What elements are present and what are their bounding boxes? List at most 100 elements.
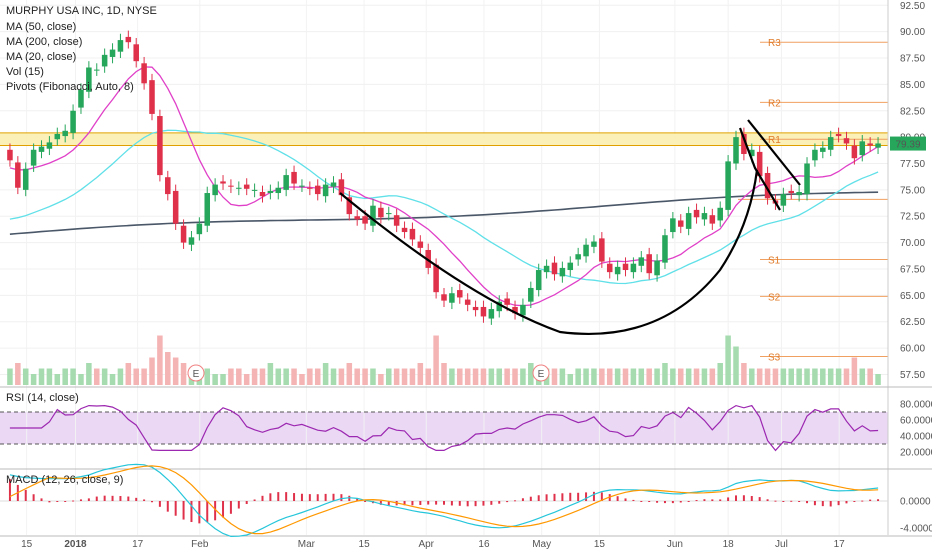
candle-body xyxy=(591,241,597,247)
candle xyxy=(322,178,329,203)
macd-histogram-bar xyxy=(229,501,232,514)
macd-histogram-bar xyxy=(624,498,627,501)
candle-body xyxy=(741,133,747,154)
macd-histogram-bar xyxy=(616,496,619,501)
candle-body xyxy=(370,205,376,226)
macd-histogram-bar xyxy=(829,501,832,507)
time-tick-label: 15 xyxy=(359,539,371,550)
candle-body xyxy=(559,267,566,277)
candle xyxy=(496,295,503,318)
candle-body xyxy=(180,225,187,243)
candle-body xyxy=(78,89,84,108)
candle xyxy=(109,43,116,64)
candle-body xyxy=(812,149,818,161)
candle-body xyxy=(630,263,637,273)
macd-histogram-bar xyxy=(679,501,682,503)
candle xyxy=(528,281,534,308)
candle xyxy=(859,135,866,162)
candle-body xyxy=(788,190,795,194)
time-tick-label: 15 xyxy=(21,539,33,550)
macd-histogram-bar xyxy=(514,500,517,502)
candle xyxy=(283,168,289,197)
time-tick-label: 17 xyxy=(132,539,144,550)
candle-body xyxy=(330,182,337,187)
macd-histogram-bar xyxy=(356,498,359,501)
candle xyxy=(733,130,739,170)
time-tick-label: 16 xyxy=(478,539,490,550)
candle-body xyxy=(22,168,29,190)
macd-histogram-bar xyxy=(450,501,453,506)
macd-histogram-bar xyxy=(285,492,288,501)
volume-bar xyxy=(433,335,439,385)
candle-body xyxy=(157,116,163,176)
candle-body xyxy=(393,215,400,226)
candle-body xyxy=(480,306,487,317)
candle xyxy=(401,221,408,239)
candle xyxy=(551,256,558,281)
candle xyxy=(567,256,574,277)
candle xyxy=(701,206,708,226)
macd-histogram-bar xyxy=(592,491,595,501)
macd-histogram-bar xyxy=(308,494,311,501)
macd-histogram-bar xyxy=(198,501,201,524)
candle xyxy=(196,217,203,241)
volume-bar xyxy=(393,368,400,385)
candle-body xyxy=(606,263,613,273)
candle xyxy=(693,203,700,224)
macd-histogram-bar xyxy=(506,501,509,503)
volume-bar xyxy=(709,368,716,385)
candle-body xyxy=(133,44,139,62)
volume-bar xyxy=(591,368,597,385)
price-tick-label: 77.50 xyxy=(900,159,925,170)
macd-histogram-bar xyxy=(174,501,177,516)
volume-bar xyxy=(141,368,147,385)
time-tick-label: 2018 xyxy=(64,539,87,550)
candle-body xyxy=(670,218,676,233)
candle-body xyxy=(693,209,700,218)
time-tick-label: Apr xyxy=(418,539,434,550)
volume-bar xyxy=(228,368,234,385)
macd-histogram-bar xyxy=(127,496,130,501)
volume-bar xyxy=(283,368,289,385)
rsi-tick-label: 60.0000 xyxy=(900,416,932,427)
volume-bar xyxy=(859,368,866,385)
candle xyxy=(393,208,400,233)
candle xyxy=(725,155,731,217)
macd-histogram-bar xyxy=(190,501,193,523)
volume-bar xyxy=(512,368,518,385)
volume-bar xyxy=(772,368,779,385)
volume-bar xyxy=(780,368,787,385)
volume-bar xyxy=(322,363,329,385)
macd-histogram-bar xyxy=(151,501,153,503)
macd-histogram-bar xyxy=(79,499,82,501)
candle xyxy=(15,156,21,195)
volume-bar xyxy=(93,368,100,385)
volume-bar xyxy=(583,368,589,385)
macd-histogram-bar xyxy=(135,497,138,501)
macd-histogram-bar xyxy=(387,501,390,506)
candle xyxy=(741,127,747,161)
candle-body xyxy=(867,143,873,146)
macd-histogram-bar xyxy=(845,501,848,504)
volume-bar xyxy=(133,368,139,385)
candle-body xyxy=(109,49,116,57)
macd-histogram-bar xyxy=(300,493,303,501)
volume-bar xyxy=(378,374,384,385)
macd-histogram-bar xyxy=(600,492,603,501)
macd-histogram-bar xyxy=(695,500,698,502)
price-tick-label: 60.00 xyxy=(900,344,925,355)
volume-bar xyxy=(101,368,108,385)
candle xyxy=(378,201,384,224)
volume-bar xyxy=(299,374,305,385)
macd-histogram-bar xyxy=(316,494,319,501)
candle xyxy=(820,141,826,159)
volume-bar xyxy=(259,368,266,385)
volume-bar xyxy=(149,357,155,385)
time-tick-label: Feb xyxy=(191,539,209,550)
volume-bar xyxy=(401,368,408,385)
candle-body xyxy=(93,69,100,71)
volume-bar xyxy=(788,368,795,385)
candle-body xyxy=(488,309,495,319)
indicator-legend-label: Pivots (Fibonacci, Auto, 8) xyxy=(6,81,134,93)
